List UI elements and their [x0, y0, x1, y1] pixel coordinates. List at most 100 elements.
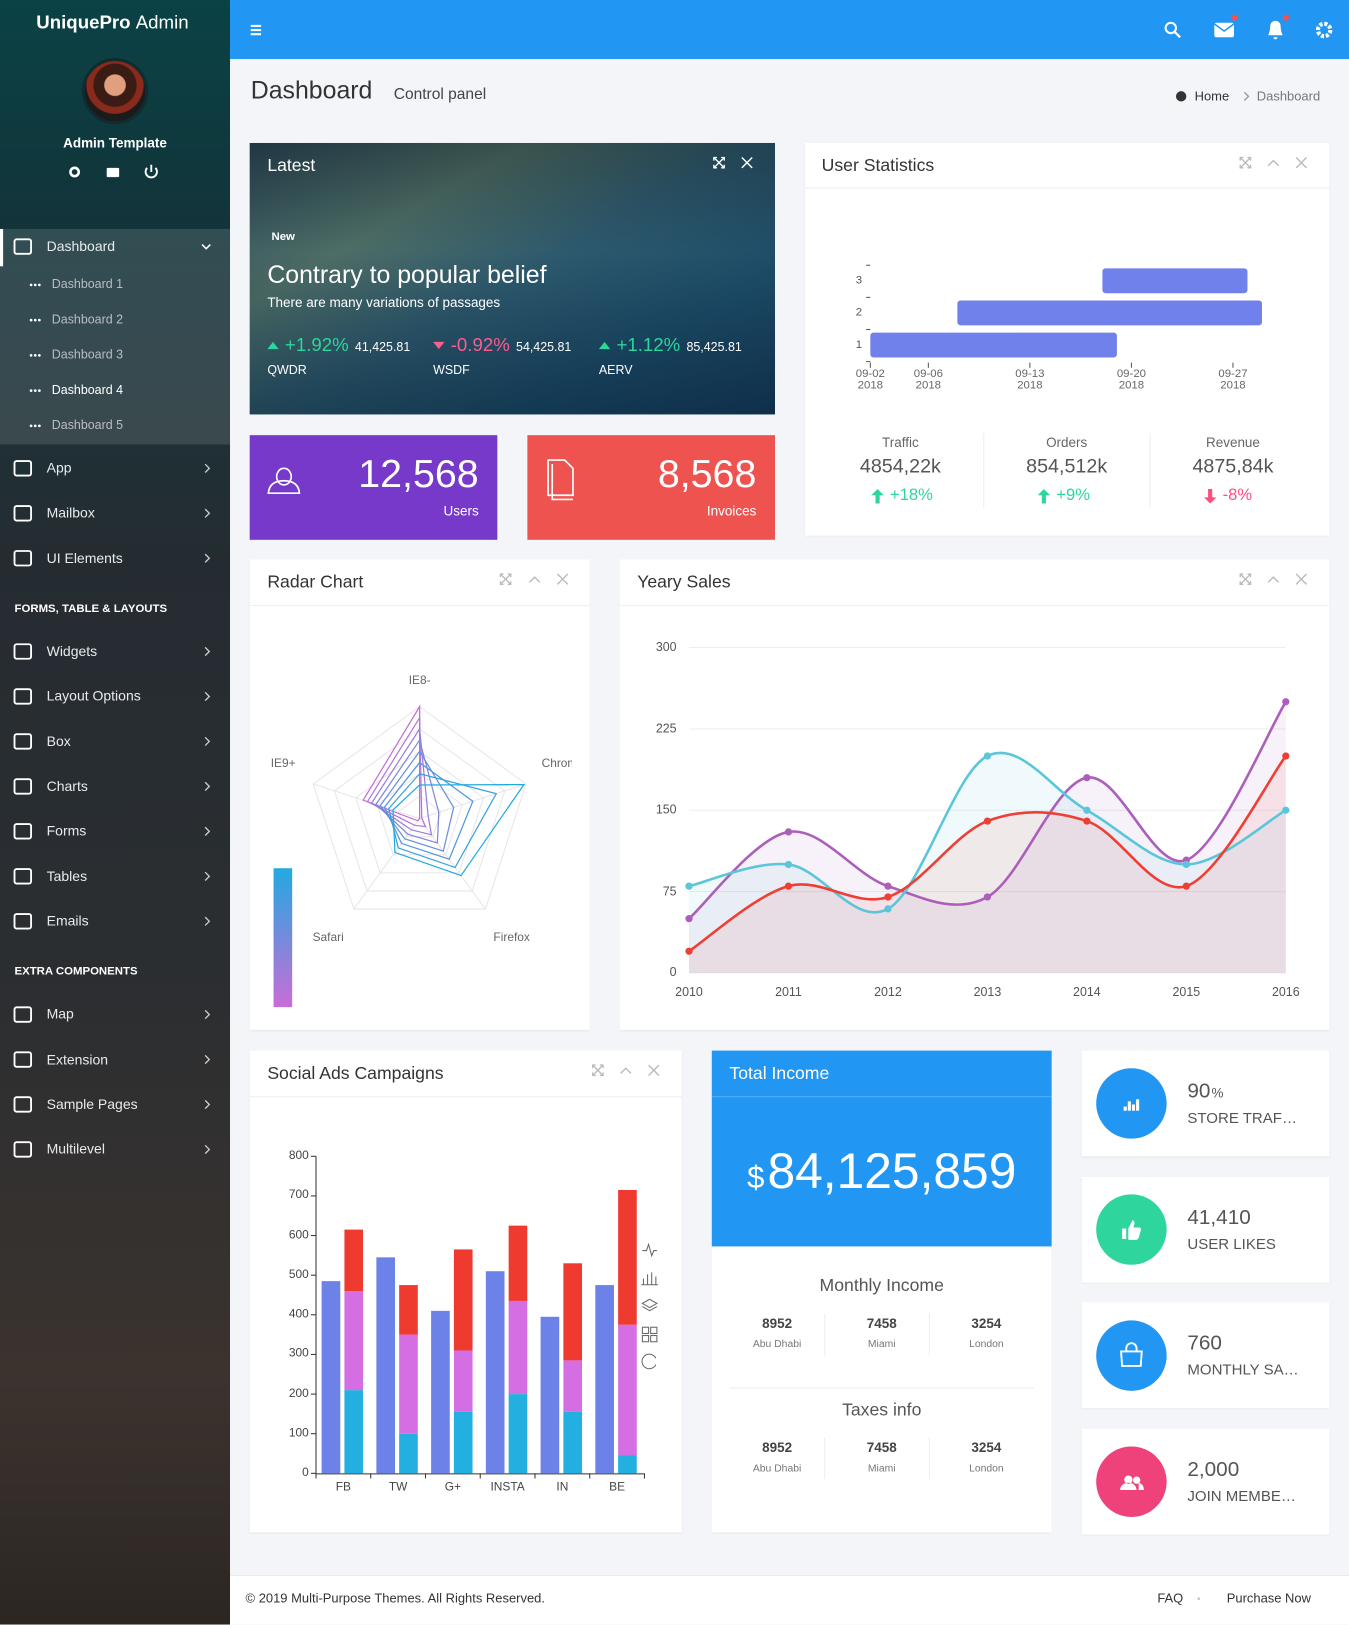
- expand-icon: [591, 1064, 604, 1077]
- mail-icon[interactable]: [1214, 22, 1234, 38]
- chevron: [204, 736, 211, 747]
- bar-segment: [344, 1229, 364, 1292]
- expand-icon: [499, 573, 512, 586]
- menu-icon: [13, 1051, 33, 1068]
- series-point: [685, 915, 693, 923]
- menu-icon: [13, 505, 33, 522]
- radar-spoke: [419, 818, 486, 910]
- menu-icon: [13, 733, 33, 750]
- submenu-bullet: [33, 318, 37, 322]
- bar-segment: [508, 1225, 528, 1301]
- bar-segment: [321, 1281, 341, 1474]
- trend-triangle: [267, 341, 279, 350]
- kpi-icon: [1122, 1220, 1142, 1240]
- user-icon: [267, 467, 301, 495]
- series-point: [983, 893, 992, 901]
- trend-arrow: [1037, 489, 1051, 504]
- radar-series: [379, 750, 455, 852]
- radar-ring: [355, 750, 485, 874]
- submenu-bullet: [38, 424, 41, 428]
- menu-active: [0, 228, 231, 445]
- bar-segment: [618, 1455, 637, 1474]
- series-point: [884, 905, 892, 913]
- menu-icon: [13, 1096, 33, 1113]
- close-icon: [1295, 573, 1308, 585]
- collapse-icon: [528, 576, 541, 583]
- bar-segment: [595, 1285, 614, 1474]
- kpi-icon-bg: [1096, 1068, 1167, 1139]
- bar-segment: [508, 1300, 528, 1395]
- toolbox-icon: [641, 1335, 650, 1343]
- trend-triangle: [598, 341, 611, 350]
- series-point: [983, 817, 992, 825]
- kpi-icon: [1120, 1342, 1143, 1367]
- power-icon: [144, 164, 158, 179]
- collapse-icon: [620, 1067, 632, 1074]
- topbar: [230, 0, 1349, 60]
- series-point: [685, 947, 693, 955]
- kpi-icon: [1123, 1106, 1127, 1111]
- series-point: [784, 828, 793, 836]
- badge: [1282, 14, 1289, 21]
- avatar: [81, 58, 149, 125]
- search-icon[interactable]: [1164, 21, 1178, 35]
- chevron: [204, 691, 211, 702]
- trend-arrow: [1203, 489, 1217, 504]
- bar-segment: [563, 1360, 583, 1412]
- submenu-bullet: [38, 389, 41, 392]
- series-point: [884, 893, 892, 901]
- bar-segment: [508, 1394, 528, 1474]
- series-point: [1282, 806, 1290, 814]
- series-area: [689, 752, 1286, 973]
- visual-map: [273, 868, 293, 1008]
- bar-segment: [485, 1271, 505, 1474]
- bar-segment: [399, 1334, 418, 1434]
- bar-segment: [399, 1285, 418, 1335]
- mail-icon: [106, 167, 120, 178]
- radar-series: [392, 784, 526, 877]
- close-icon: [648, 1064, 660, 1076]
- timeline-bar: [1102, 268, 1248, 294]
- bar-segment: [618, 1189, 637, 1325]
- chevron: [204, 871, 211, 881]
- submenu-bullet: [33, 424, 37, 428]
- expand-icon: [1239, 157, 1252, 169]
- expand-icon: [713, 157, 725, 169]
- submenu-bullet: [29, 283, 33, 287]
- submenu-bullet: [29, 354, 33, 357]
- toolbox-icon: [642, 1242, 657, 1258]
- bar-segment: [431, 1310, 450, 1474]
- bell-icon[interactable]: [1268, 20, 1283, 40]
- series-area: [689, 701, 1286, 973]
- menu-icon: [13, 643, 33, 660]
- radar-ring: [312, 705, 527, 910]
- separator: [1197, 1597, 1201, 1600]
- submenu-bullet: [29, 389, 33, 392]
- timeline-bar: [957, 300, 1262, 326]
- expand-icon: [713, 156, 725, 169]
- series-point: [1282, 752, 1290, 760]
- radar-series: [375, 738, 440, 844]
- chevron: [204, 1144, 211, 1155]
- submenu-bullet: [29, 424, 33, 428]
- toolbox-icon: [641, 1298, 658, 1312]
- toolbox-icon: [650, 1335, 658, 1343]
- menu-icon: [13, 550, 33, 567]
- stat-box: [249, 435, 498, 540]
- radar-ring: [333, 728, 506, 892]
- close-icon: [741, 156, 753, 169]
- submenu-bullet: [38, 354, 41, 357]
- menu-icon: [13, 868, 33, 885]
- menu-icon: [13, 238, 33, 255]
- settings-icon[interactable]: [1315, 21, 1333, 39]
- submenu-bullet: [33, 389, 37, 392]
- series-point: [685, 882, 693, 890]
- chevron: [204, 1099, 211, 1110]
- trend-triangle: [433, 341, 445, 350]
- expand-icon: [1239, 573, 1252, 586]
- radar-series: [370, 727, 433, 836]
- series-point: [1083, 774, 1091, 782]
- menu-icon: [13, 1141, 33, 1158]
- chevron: [204, 553, 211, 563]
